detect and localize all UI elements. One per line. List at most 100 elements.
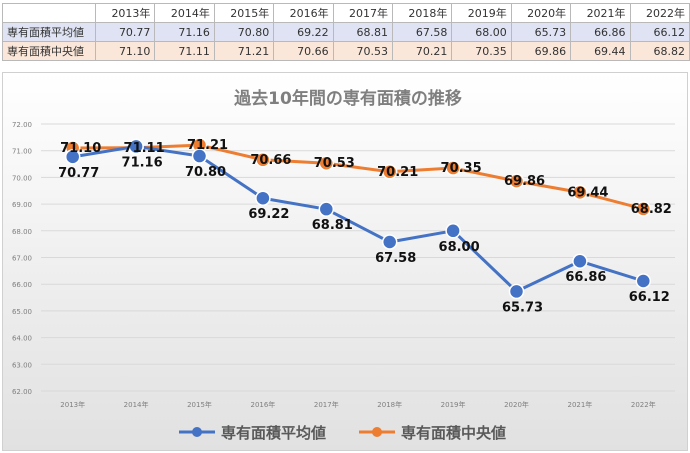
data-label: 66.12 (629, 290, 670, 305)
chart-title: 過去10年間の専有面積の推移 (234, 88, 462, 109)
y-tick-label: 66.00 (12, 281, 32, 289)
data-label: 66.86 (565, 270, 606, 285)
data-label: 69.44 (567, 185, 608, 200)
data-point (445, 160, 461, 176)
y-tick-label: 72.00 (12, 121, 32, 129)
table-cell: 71.11 (154, 41, 215, 61)
table-year-header: 2021年 (570, 3, 631, 23)
x-tick-label: 2019年 (441, 400, 466, 409)
data-point (64, 149, 81, 165)
table-cell: 66.86 (570, 22, 631, 42)
x-tick-label: 2014年 (124, 400, 149, 409)
data-label: 68.82 (631, 202, 672, 217)
data-label: 71.11 (124, 141, 165, 156)
table-row-label: 専有面積中央値 (1, 41, 97, 61)
data-label: 68.81 (312, 218, 353, 233)
data-point (128, 138, 144, 155)
table-cell: 68.82 (629, 41, 690, 61)
x-tick-label: 2015年 (187, 400, 212, 409)
x-tick-label: 2016年 (250, 400, 275, 409)
table-cell: 69.86 (510, 41, 572, 61)
table-year-header: 2022年 (629, 3, 690, 23)
y-tick-label: 71.00 (12, 148, 32, 156)
data-point (191, 148, 208, 164)
data-point (255, 190, 271, 206)
data-table: 2013年 2014年 2015年 2016年 2017年 2018年 2019… (1, 3, 690, 61)
data-point (445, 223, 461, 239)
table-year-header: 2019年 (451, 3, 512, 23)
x-tick-label: 2018年 (377, 400, 402, 409)
legend-label: 専有面積中央値 (401, 424, 506, 442)
data-point (318, 155, 335, 171)
table-cell: 71.16 (154, 22, 215, 42)
x-tick-label: 2021年 (567, 400, 592, 409)
y-tick-label: 68.00 (12, 228, 32, 236)
x-tick-label: 2020年 (504, 400, 529, 409)
data-label: 70.35 (441, 161, 482, 176)
y-tick-label: 62.00 (12, 388, 32, 396)
data-label: 70.66 (250, 153, 291, 168)
data-label: 69.86 (504, 174, 545, 189)
y-tick-label: 63.00 (12, 361, 32, 369)
y-tick-label: 64.00 (12, 335, 32, 343)
x-tick-label: 2013年 (60, 400, 85, 409)
series-line (71, 144, 645, 293)
data-label: 68.00 (439, 240, 480, 255)
table-cell: 70.77 (95, 22, 156, 42)
y-tick-label: 67.00 (12, 255, 32, 263)
data-label: 71.10 (60, 141, 101, 156)
table-corner-cell (1, 3, 97, 23)
table-cell: 67.58 (391, 22, 453, 42)
table-cell: 68.00 (451, 22, 512, 42)
table-cell: 71.10 (95, 41, 156, 61)
data-label: 70.53 (314, 156, 355, 171)
data-point (318, 201, 335, 217)
table-cell: 70.35 (451, 41, 512, 61)
chart-area: 過去10年間の専有面積の推移 62.00 63.00 64.00 65.00 66.00 6… (2, 72, 688, 451)
table-cell: 71.21 (213, 41, 275, 61)
table-cell: 70.53 (332, 41, 394, 61)
series-line (71, 143, 645, 211)
table-cell: 70.80 (213, 22, 275, 42)
data-point (255, 152, 271, 168)
table-year-header: 2017年 (332, 3, 394, 23)
table-cell: 70.66 (273, 41, 334, 61)
y-tick-label: 70.00 (12, 174, 32, 182)
y-tick-label: 65.00 (12, 308, 32, 316)
table-year-header: 2013年 (95, 3, 156, 23)
table-year-header: 2014年 (154, 3, 215, 23)
table-year-header: 2020年 (510, 3, 572, 23)
table-cell: 65.73 (510, 22, 572, 42)
table-cell: 68.81 (332, 22, 394, 42)
table-year-header: 2015年 (213, 3, 275, 23)
legend-marker (192, 427, 202, 437)
table-row-label: 専有面積平均値 (1, 22, 97, 42)
data-point (572, 253, 588, 269)
x-tick-label: 2017年 (314, 400, 339, 409)
data-label: 65.73 (502, 300, 543, 315)
table-cell: 69.44 (570, 41, 631, 61)
data-point (508, 173, 525, 189)
data-label: 70.80 (185, 165, 226, 180)
table-year-header: 2016年 (273, 3, 334, 23)
data-label: 70.77 (58, 166, 99, 181)
table-row-median: 専有面積中央値 71.10 71.11 71.21 70.66 70.53 70… (1, 41, 690, 61)
table-cell: 66.12 (629, 22, 690, 42)
data-label: 67.58 (375, 251, 416, 266)
table-row-average: 専有面積平均値 70.77 71.16 70.80 69.22 68.81 67… (1, 22, 690, 42)
data-point (635, 273, 652, 289)
data-point (635, 201, 652, 217)
data-point (381, 234, 398, 250)
line-chart: 過去10年間の専有面積の推移 62.00 63.00 64.00 65.00 66.00 6… (12, 88, 675, 442)
legend-label: 専有面積平均値 (221, 424, 326, 442)
table-header-row: 2013年 2014年 2015年 2016年 2017年 2018年 2019… (1, 3, 690, 23)
table-cell: 69.22 (273, 22, 334, 42)
data-point (508, 283, 525, 300)
data-point (572, 184, 588, 201)
legend-marker (372, 427, 382, 437)
data-point (381, 164, 398, 180)
data-label: 71.16 (122, 155, 163, 170)
table-year-header: 2018年 (391, 3, 453, 23)
data-label: 70.21 (377, 165, 418, 180)
data-label: 71.21 (187, 138, 228, 153)
